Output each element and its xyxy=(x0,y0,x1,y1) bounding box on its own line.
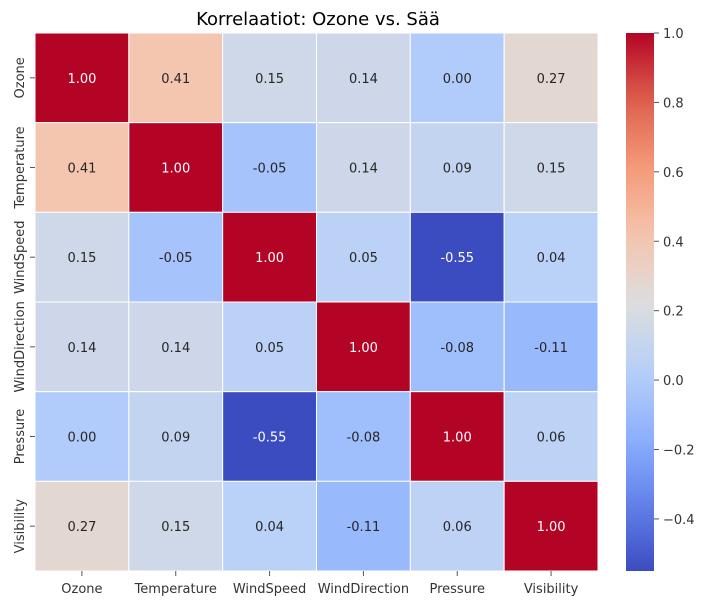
cell-value-label: -0.55 xyxy=(253,431,287,446)
colorbar-tick-label: 0.0 xyxy=(663,374,684,389)
cell-value-label: 1.00 xyxy=(443,431,472,446)
heatmap-cell xyxy=(128,301,224,393)
heatmap-cell xyxy=(34,301,130,393)
cell-value-label: 0.09 xyxy=(161,431,190,446)
y-tick-label: WindDirection xyxy=(13,301,28,392)
cell-value-label: 0.15 xyxy=(255,72,284,87)
heatmap-cell xyxy=(222,32,318,124)
cell-value-label: 0.14 xyxy=(67,341,96,356)
heatmap-cell xyxy=(34,480,130,572)
cell-value-label: 0.14 xyxy=(349,72,378,87)
heatmap-cell xyxy=(503,32,599,124)
cell-value-label: 0.05 xyxy=(349,251,378,266)
heatmap-cell xyxy=(409,301,505,393)
cell-value-label: -0.11 xyxy=(534,341,568,356)
cell-value-label: 0.05 xyxy=(255,341,284,356)
colorbar-tick-label: 0.8 xyxy=(663,96,684,111)
cell-value-label: 1.00 xyxy=(67,72,96,87)
heatmap-cell xyxy=(316,32,411,124)
heatmap-cell xyxy=(128,122,224,213)
y-axis: Ozone Temperature WindSpeed WindDirection Pr… xyxy=(13,57,35,553)
colorbar-tick-label: −0.4 xyxy=(663,513,695,528)
x-tick-label: Visibility xyxy=(524,582,579,597)
x-tick-label: WindDirection xyxy=(318,582,409,597)
cell-value-label: 0.15 xyxy=(67,251,96,266)
cell-value-label: -0.55 xyxy=(440,251,474,266)
cell-value-label: -0.05 xyxy=(253,162,287,177)
heatmap-cell xyxy=(222,211,318,303)
x-axis: Ozone Temperature WindSpeed WindDirection Pr… xyxy=(61,571,579,597)
x-tick-label: Temperature xyxy=(134,582,217,597)
heatmap-cell xyxy=(503,211,599,303)
heatmap-cell xyxy=(316,211,411,303)
heatmap-cell xyxy=(222,301,318,393)
heatmap-cell xyxy=(316,301,411,393)
heatmap-cell xyxy=(409,211,505,303)
heatmap-cell xyxy=(409,391,505,482)
heatmap-cell xyxy=(409,32,505,124)
cell-value-label: 0.27 xyxy=(537,72,566,87)
heatmap-cell xyxy=(34,391,130,482)
heatmap-cell xyxy=(503,122,599,213)
heatmap-cell xyxy=(34,211,130,303)
heatmap-cell xyxy=(128,32,224,124)
colorbar-tick-label: 1.0 xyxy=(663,27,684,42)
y-tick-label: Pressure xyxy=(13,409,28,465)
cell-value-label: -0.08 xyxy=(347,431,381,446)
cell-value-label: 1.00 xyxy=(349,341,378,356)
colorbar-tick-label: 0.6 xyxy=(663,166,684,181)
cell-value-label: 1.00 xyxy=(255,251,284,266)
cell-value-label: 1.00 xyxy=(537,520,566,535)
cell-value-label: 0.41 xyxy=(67,162,96,177)
cell-value-label: 0.06 xyxy=(537,431,566,446)
chart-title: Korrelaatiot: Ozone vs. Sää xyxy=(196,9,440,30)
cell-value-label: 0.00 xyxy=(67,431,96,446)
y-tick-label: Ozone xyxy=(13,57,28,98)
x-tick-label: WindSpeed xyxy=(233,582,306,597)
cell-value-label: 0.06 xyxy=(443,520,472,535)
colorbar-gradient xyxy=(626,33,654,571)
cell-value-label: 0.04 xyxy=(537,251,566,266)
cell-value-label: 1.00 xyxy=(161,162,190,177)
heatmap-cell xyxy=(503,391,599,482)
heatmap-cell xyxy=(34,32,130,124)
cell-value-label: 0.15 xyxy=(537,162,566,177)
colorbar: 1.0 0.8 0.6 0.4 0.2 0.0 −0.2 −0.4 xyxy=(626,27,695,571)
cell-value-label: 0.15 xyxy=(161,520,190,535)
cell-value-label: -0.11 xyxy=(347,520,381,535)
cell-value-label: 0.14 xyxy=(349,162,378,177)
cell-value-label: 0.27 xyxy=(67,520,96,535)
heatmap-cell xyxy=(128,211,224,303)
heatmap-cell xyxy=(503,480,599,572)
colorbar-tick-label: 0.4 xyxy=(663,235,684,250)
cell-value-label: 0.09 xyxy=(443,162,472,177)
heatmap-cell xyxy=(316,391,411,482)
cell-value-label: 0.41 xyxy=(161,72,190,87)
heatmap-cell xyxy=(316,122,411,213)
heatmap-cell xyxy=(409,480,505,572)
colorbar-tick-label: −0.2 xyxy=(663,444,695,459)
cell-value-label: 0.04 xyxy=(255,520,284,535)
colorbar-tick-label: 0.2 xyxy=(663,305,684,320)
y-tick-label: Temperature xyxy=(13,126,28,209)
x-tick-label: Pressure xyxy=(429,582,485,597)
cell-value-label: -0.08 xyxy=(440,341,474,356)
y-tick-label: Visibility xyxy=(13,499,28,554)
cell-value-label: -0.05 xyxy=(159,251,193,266)
cell-value-label: 0.00 xyxy=(443,72,472,87)
heatmap-cell xyxy=(503,301,599,393)
cell-value-label: 0.14 xyxy=(161,341,190,356)
heatmap-cells: 1.00 0.41 0.15 0.14 0.00 0.27 0.41 1.00 -0.05 0.1… xyxy=(34,32,599,572)
y-tick-label: WindSpeed xyxy=(13,220,28,293)
x-tick-label: Ozone xyxy=(61,582,102,597)
heatmap-cell xyxy=(222,391,318,482)
